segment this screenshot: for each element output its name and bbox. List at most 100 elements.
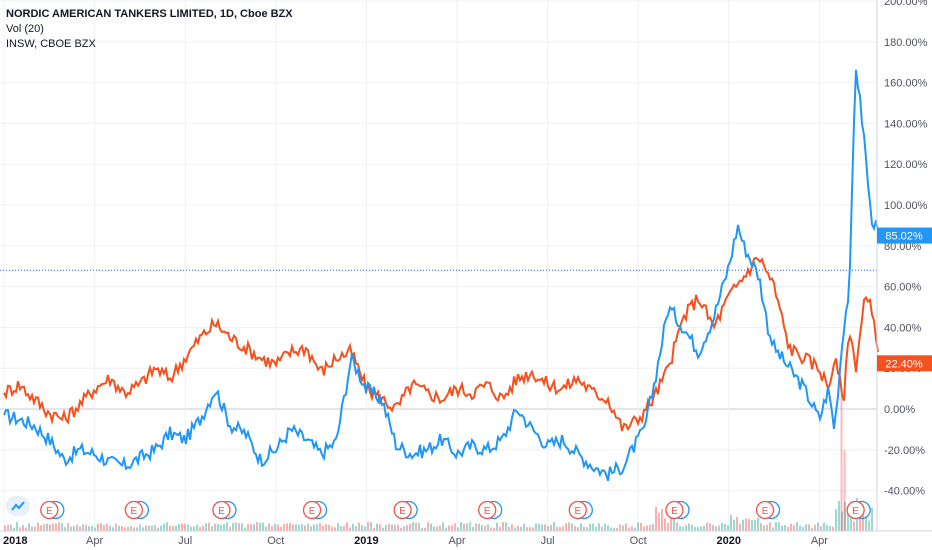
earnings-marker-icon[interactable] — [755, 500, 775, 520]
chart-legend: NORDIC AMERICAN TANKERS LIMITED, 1D, Cbo… — [6, 7, 293, 52]
volume-bar — [238, 523, 240, 531]
volume-bar — [772, 527, 774, 531]
volume-bar — [22, 524, 24, 531]
volume-bar — [322, 525, 324, 531]
volume-bar — [829, 526, 831, 531]
volume-bar — [499, 526, 501, 531]
earnings-marker-label: E — [399, 506, 406, 517]
volume-bar — [133, 527, 135, 531]
volume-bar — [349, 527, 351, 531]
volume-bar — [412, 522, 414, 531]
volume-bar — [868, 520, 870, 531]
volume-bar — [271, 526, 273, 531]
volume-bar — [703, 525, 705, 531]
volume-bar — [700, 526, 702, 531]
earnings-marker-icon[interactable] — [393, 500, 412, 520]
volume-bar — [454, 523, 456, 531]
tradingview-logo-icon[interactable] — [6, 496, 30, 516]
volume-bar — [667, 523, 669, 531]
volume-bar — [85, 524, 87, 531]
price-tick-label: 140.00% — [884, 118, 928, 130]
volume-bar — [373, 527, 375, 531]
earnings-marker-icon[interactable] — [846, 500, 865, 520]
volume-bar — [808, 524, 810, 531]
volume-bar — [826, 525, 828, 531]
volume-bar — [304, 525, 306, 531]
compare-symbol-label[interactable]: INSW, CBOE BZX — [6, 38, 96, 50]
volume-bar — [844, 502, 846, 531]
volume-bar — [472, 526, 474, 531]
time-tick-label: Oct — [630, 535, 647, 547]
volume-bar — [334, 527, 336, 531]
earnings-marker-label: E — [309, 506, 316, 517]
volume-bar — [70, 526, 72, 531]
volume-bar — [574, 526, 576, 531]
volume-bar — [658, 512, 660, 531]
volume-bar — [319, 523, 321, 531]
volume-bar — [622, 525, 624, 531]
volume-bar — [706, 522, 708, 531]
volume-bar — [424, 527, 426, 531]
volume-bar — [502, 522, 504, 531]
volume-bar — [865, 516, 867, 531]
earnings-marker-icon[interactable] — [302, 500, 322, 520]
volume-bar — [814, 524, 816, 531]
volume-bar — [16, 522, 18, 531]
volume-bar — [649, 524, 651, 531]
volume-indicator-label[interactable]: Vol (20) — [6, 23, 44, 35]
earnings-marker-icon[interactable] — [568, 500, 587, 520]
time-tick-label: Apr — [448, 535, 465, 547]
price-axis[interactable]: 200.00% 180.00% 160.00% 140.00% 120.00% 100.0… — [884, 0, 928, 498]
volume-bar — [151, 525, 153, 531]
insw-series-line — [3, 256, 879, 432]
volume-bar — [853, 521, 855, 531]
price-tick-label: 100.00% — [884, 200, 928, 212]
volume-bar — [655, 507, 657, 531]
volume-bar — [760, 523, 762, 531]
volume-bar — [646, 525, 648, 531]
symbol-title[interactable]: NORDIC AMERICAN TANKERS LIMITED, 1D, Cbo… — [6, 8, 293, 20]
volume-bar — [49, 524, 51, 531]
chart-grid — [0, 0, 877, 531]
volume-bar — [823, 522, 825, 531]
volume-bar — [592, 523, 594, 531]
earnings-marker-label: E — [131, 506, 138, 517]
volume-bar — [400, 527, 402, 531]
time-tick-label: Apr — [811, 535, 828, 547]
volume-bar — [25, 527, 27, 531]
volume-bar — [556, 526, 558, 531]
volume-bar — [838, 500, 840, 531]
volume-bar — [328, 524, 330, 531]
volume-bar — [793, 525, 795, 531]
earnings-marker-icon[interactable] — [40, 500, 59, 520]
volume-bar — [859, 511, 861, 531]
earnings-marker-icon[interactable] — [478, 500, 497, 520]
time-axis[interactable]: 2018 Apr Jul Oct 2019 Apr Jul Oct 2020 Apr — [3, 535, 828, 547]
volume-bar — [481, 524, 483, 531]
earnings-marker-icon[interactable] — [124, 500, 144, 520]
volume-bar — [325, 524, 327, 531]
volume-bar — [463, 523, 465, 531]
earnings-marker-icon[interactable] — [665, 500, 684, 520]
volume-bar — [388, 523, 390, 531]
volume-bar — [19, 527, 21, 531]
time-tick-label: 2019 — [354, 535, 378, 547]
volume-bar — [811, 527, 813, 531]
volume-bar — [199, 526, 201, 531]
volume-bar — [370, 522, 372, 531]
volume-bar — [421, 527, 423, 531]
volume-bar — [103, 525, 105, 531]
volume-bar — [595, 526, 597, 531]
volume-bar — [715, 526, 717, 531]
volume-bar — [298, 524, 300, 531]
volume-bar — [163, 523, 165, 531]
volume-bar — [4, 525, 6, 531]
earnings-marker-icon[interactable] — [212, 500, 231, 520]
volume-bar — [142, 527, 144, 531]
volume-bar — [775, 522, 777, 531]
volume-bar — [736, 516, 738, 531]
volume-bar — [643, 526, 645, 531]
volume-bar — [862, 510, 864, 531]
